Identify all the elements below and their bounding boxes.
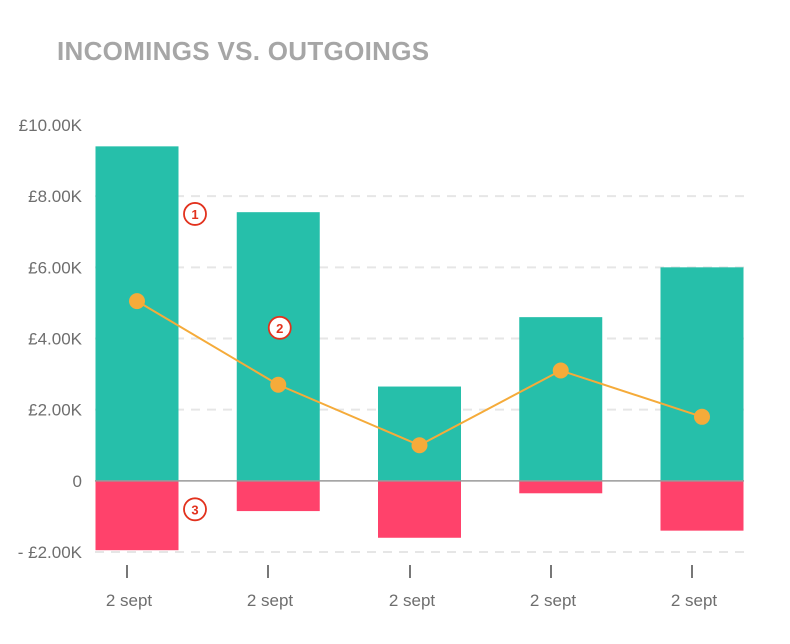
outgoing-bar-2[interactable] [236, 480, 320, 512]
incoming-bar-4[interactable] [519, 317, 603, 481]
x-tick-label-1: 2 sept [106, 591, 153, 610]
outgoing-bar-3[interactable] [378, 480, 461, 538]
trend-point-4[interactable] [552, 362, 569, 379]
trend-point-3[interactable] [411, 437, 428, 454]
trend-point-5[interactable] [694, 408, 710, 425]
annotation-3-circle [183, 497, 207, 522]
y-tick-label-1: £8.00K [28, 187, 83, 206]
incoming-bar-2[interactable] [236, 212, 320, 481]
y-tick-label-6: - £2.00K [18, 543, 83, 562]
x-tick-label-2: 2 sept [247, 591, 294, 610]
outgoing-bar-5[interactable] [660, 480, 744, 531]
y-tick-label-2: £6.00K [28, 258, 83, 277]
y-tick-label-4: £2.00K [28, 401, 83, 420]
x-tick-label-4: 2 sept [530, 591, 577, 610]
annotation-1-circle [183, 202, 207, 226]
chart-title: INCOMINGS VS. OUTGOINGS [57, 36, 430, 66]
annotation-2-label: 2 [276, 321, 283, 336]
annotation-2-circle [267, 315, 292, 340]
x-tick-label-3: 2 sept [389, 591, 436, 610]
y-tick-label-3: £4.00K [28, 330, 83, 349]
trend-point-2[interactable] [270, 376, 287, 393]
outgoing-bar-4[interactable] [519, 480, 603, 494]
x-tick-label-5: 2 sept [671, 591, 718, 610]
annotation-3-label: 3 [191, 502, 198, 517]
outgoing-bar-1[interactable] [95, 480, 179, 551]
annotation-1-label: 1 [191, 207, 198, 222]
incoming-bar-5[interactable] [660, 267, 744, 481]
incoming-bar-1[interactable] [95, 146, 179, 481]
trend-point-1[interactable] [129, 293, 145, 310]
y-tick-label-0: £10.00K [19, 116, 83, 135]
y-tick-label-5: 0 [73, 472, 82, 491]
